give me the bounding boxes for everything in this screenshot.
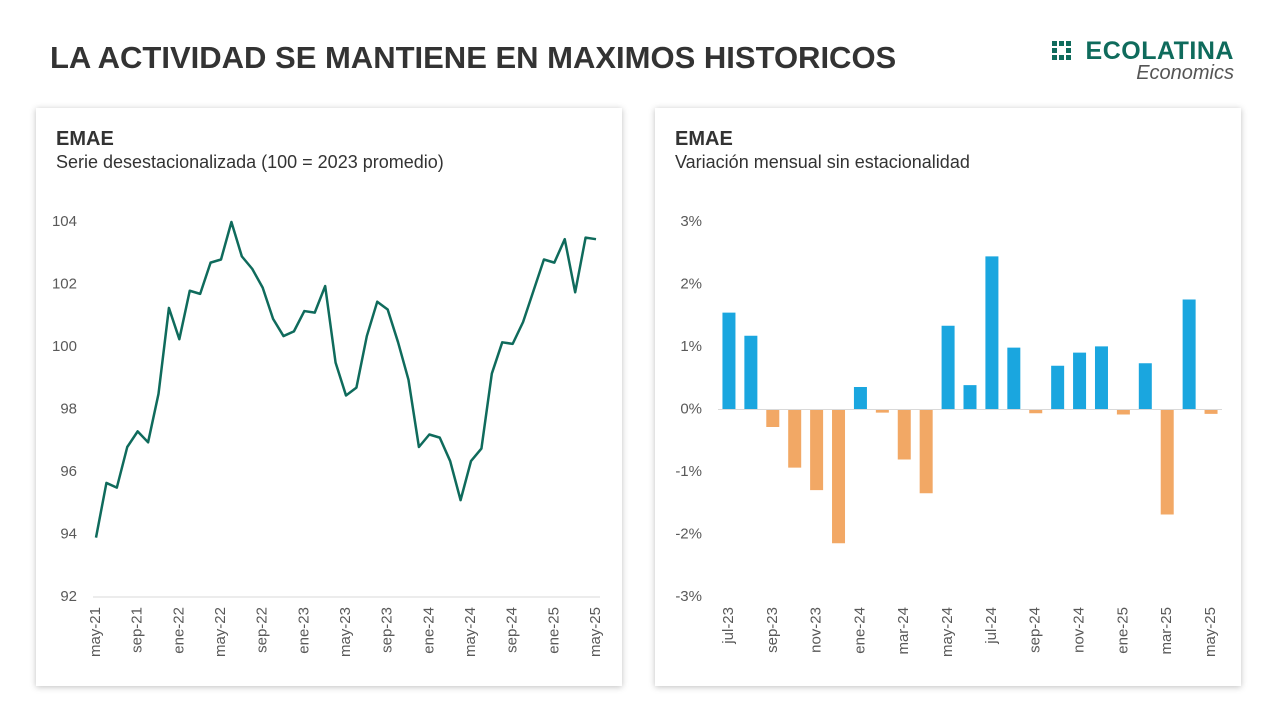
bar [1160,409,1174,515]
x-tick-label: sep-22 [254,607,271,653]
logo-icon [1052,41,1071,60]
chart-title: EMAE [675,128,733,150]
bar [1138,363,1152,410]
chart-subtitle: Serie desestacionalizada (100 = 2023 pro… [56,152,444,172]
y-tick-label: 92 [60,588,77,605]
logo-sub: Economics [1136,62,1234,84]
x-tick-label: sep-21 [129,607,146,653]
x-tick-label: ene-23 [295,607,312,654]
chart-subtitle: Variación mensual sin estacionalidad [675,152,970,172]
bar [1073,352,1087,410]
y-tick-label: -1% [675,463,702,480]
x-tick-label: ene-25 [1114,607,1131,654]
x-tick-label: ene-24 [420,607,437,654]
bar [875,409,889,413]
x-tick-label: ene-25 [545,607,562,654]
line-series [94,220,597,538]
bar [1029,409,1043,414]
y-tick-label: 98 [60,400,77,417]
x-tick-label: sep-23 [379,607,396,653]
bar [722,312,736,410]
y-tick-label: 94 [60,525,77,542]
y-tick-label: 3% [680,213,702,230]
y-tick-label: 96 [60,463,77,480]
bar [810,409,824,491]
chart-title: EMAE [56,128,114,150]
y-tick-label: 2% [680,275,702,292]
bar [832,409,846,544]
y-tick-label: 102 [52,275,77,292]
x-tick-label: may-24 [939,607,956,657]
x-tick-label: sep-24 [1027,607,1044,653]
x-tick-label: sep-24 [504,607,521,653]
y-tick-label: 100 [52,338,77,355]
slide-title: LA ACTIVIDAD SE MANTIENE EN MAXIMOS HIST… [50,40,897,75]
x-tick-label: ene-24 [851,607,868,654]
bar [1116,409,1130,415]
bar [1182,299,1196,410]
x-tick-label: may-24 [462,607,479,657]
x-tick-label: may-23 [337,607,354,657]
logo-brand: ECOLATINA [1085,37,1234,65]
panel [36,108,622,686]
bar [919,409,933,494]
x-tick-label: mar-24 [895,607,912,655]
x-tick-label: sep-23 [764,607,781,653]
y-tick-label: 0% [680,400,702,417]
bar [1204,409,1218,414]
x-tick-label: may-25 [1202,607,1219,657]
bar [897,409,911,460]
bar [963,385,977,410]
bar [744,335,758,410]
bar [1051,365,1065,410]
bar [941,325,955,410]
x-tick-label: may-25 [587,607,604,657]
y-tick-label: -2% [675,525,702,542]
y-tick-label: -3% [675,588,702,605]
bar [766,409,780,427]
bar [853,387,867,410]
bar [788,409,802,468]
bar [985,256,999,410]
x-tick-label: mar-25 [1158,607,1175,655]
x-tick-label: nov-23 [808,607,825,653]
bar [1094,346,1108,410]
x-tick-label: jul-24 [983,607,1000,645]
x-tick-label: may-21 [87,607,104,657]
x-tick-label: nov-24 [1071,607,1088,653]
x-tick-label: ene-22 [170,607,187,654]
bar [1007,347,1021,410]
x-tick-label: jul-23 [720,607,737,645]
x-tick-label: may-22 [212,607,229,657]
y-tick-label: 104 [52,213,77,230]
y-tick-label: 1% [680,338,702,355]
